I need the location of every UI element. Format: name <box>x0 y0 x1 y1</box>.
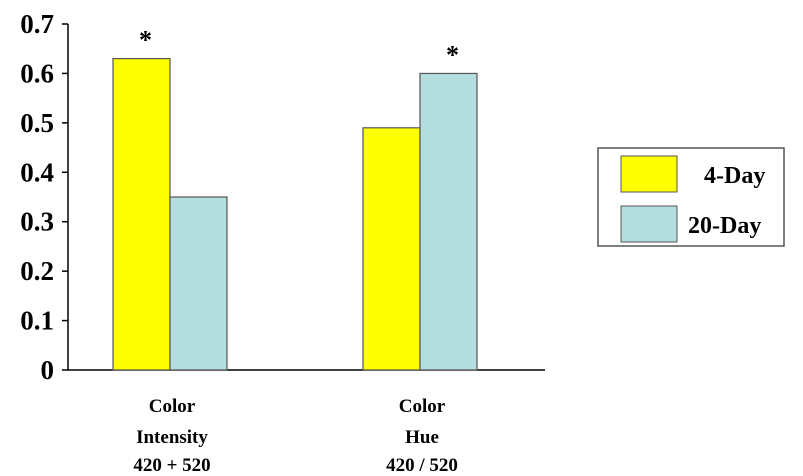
y-tick-label: 0.7 <box>20 9 54 39</box>
bars <box>112 57 478 371</box>
category-labels: Color Intensity 420 + 520 Color Hue 420 / 520 <box>133 396 458 476</box>
y-tick-label: 0.1 <box>20 306 54 336</box>
significance-marker: * <box>446 40 459 69</box>
y-ticks: 0 0.1 0.2 0.3 0.4 0.5 0.6 0.7 <box>20 9 68 385</box>
category-label-line: Color <box>399 396 446 417</box>
category-label-line: 420 + 520 <box>133 455 210 476</box>
annotations: ** <box>139 26 459 70</box>
y-tick-label: 0.5 <box>20 108 54 138</box>
y-tick-label: 0.4 <box>20 157 54 187</box>
bar-4-day-cat-0 <box>112 57 171 371</box>
legend-swatch-4-day <box>620 155 678 193</box>
y-tick-label: 0.6 <box>20 58 54 88</box>
legend-label-20-day: 20-Day <box>688 213 761 239</box>
bar-4-day-cat-1 <box>362 127 421 371</box>
y-tick-label: 0.2 <box>20 256 54 286</box>
category-label-line: Color <box>149 396 196 417</box>
legend-label-4-day: 4-Day <box>704 163 765 189</box>
legend-swatch-20-day <box>620 205 678 243</box>
bar-20-day-cat-0 <box>169 196 228 371</box>
y-tick-label: 0 <box>41 355 55 385</box>
category-label-line: 420 / 520 <box>386 455 458 476</box>
category-label-line: Intensity <box>136 427 208 448</box>
significance-marker: * <box>139 26 152 55</box>
category-label-line: Hue <box>405 427 439 448</box>
bar-20-day-cat-1 <box>419 72 478 371</box>
legend: 4-Day 20-Day <box>597 147 785 247</box>
y-tick-label: 0.3 <box>20 207 54 237</box>
